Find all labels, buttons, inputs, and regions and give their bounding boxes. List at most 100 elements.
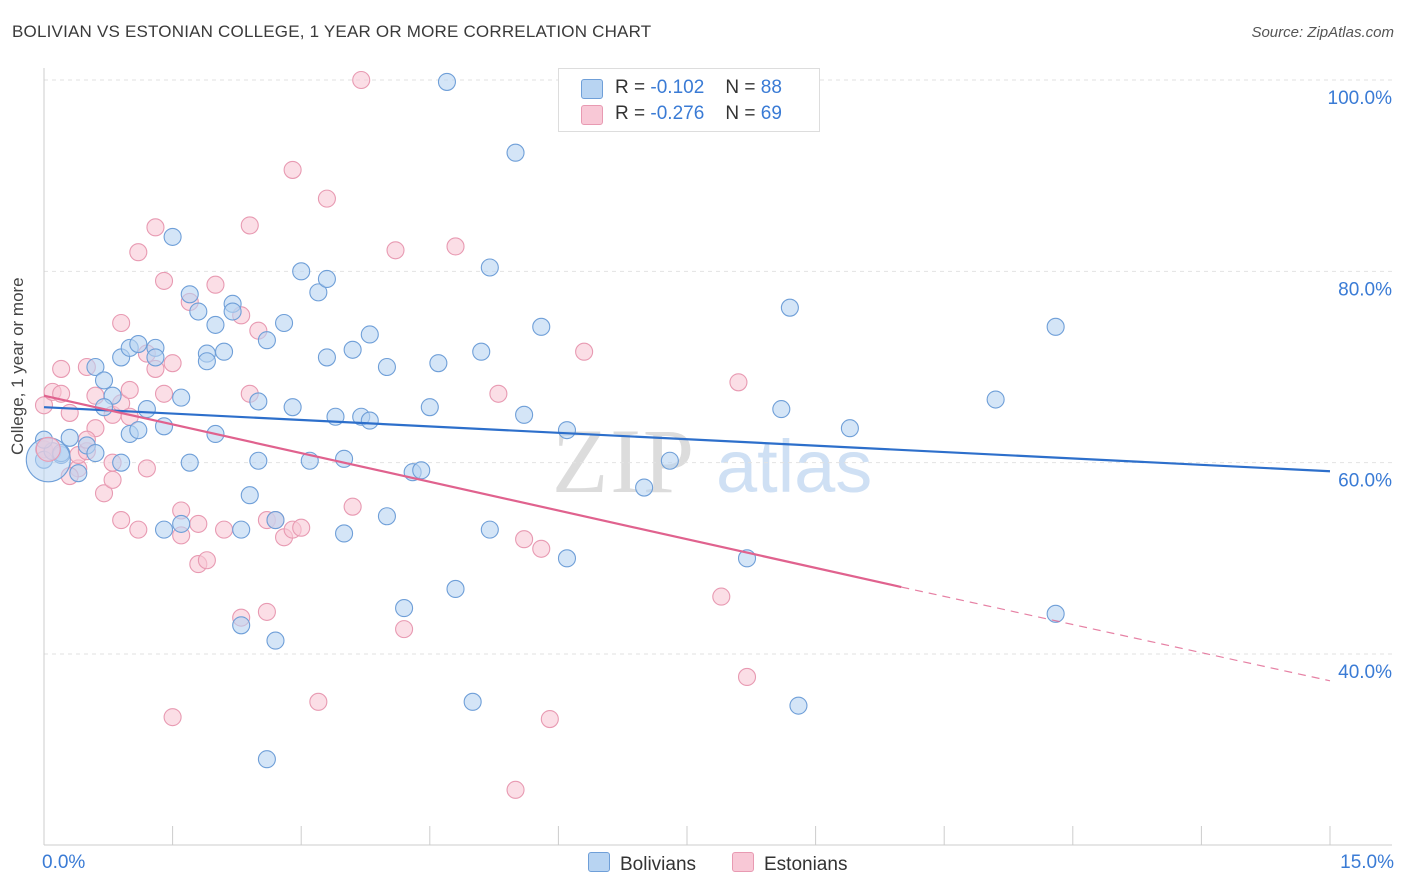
point-bolivians-71 [506,143,525,162]
point-estonians-47 [283,160,302,179]
point-estonians-17 [120,380,139,400]
point-bolivians-44 [275,313,294,333]
point-bolivians-17 [137,400,156,419]
r-label: R = [615,103,646,124]
point-bolivians-60 [395,599,414,618]
legend-swatch-bolivians [588,852,610,872]
trend-line-estonians-extension [901,586,1331,682]
point-bolivians-57 [360,411,379,430]
point-bolivians-16 [129,334,148,354]
point-bolivians-68 [472,342,491,361]
point-bolivians-82 [840,419,859,438]
legend-label-bolivians: Bolivians [620,854,697,875]
point-bolivians-11 [112,453,131,472]
point-bolivians-79 [772,400,791,419]
point-bolivians-46 [292,262,311,281]
point-estonians-62 [712,587,731,606]
point-estonians-16 [112,313,131,333]
point-bolivians-81 [789,696,808,715]
point-bolivians-58 [377,357,396,377]
point-estonians-43 [257,602,276,621]
point-estonians-28 [163,708,182,727]
point-bolivians-37 [240,486,259,505]
n-label: N = [725,103,756,124]
point-bolivians-24 [172,514,191,533]
point-bolivians-39 [249,392,268,411]
n-value-estonians: 69 [760,103,782,124]
point-estonians-21 [137,459,156,478]
point-estonians-56 [489,384,508,403]
point-bolivians-41 [257,750,276,769]
point-estonians-50 [317,189,336,208]
point-bolivians-45 [283,398,302,417]
point-bolivians-36 [232,616,251,635]
point-bolivians-74 [557,421,577,440]
point-estonians-27 [163,354,182,373]
point-bolivians-22 [163,227,182,246]
point-estonians-4 [60,403,79,422]
point-bolivians-35 [232,520,251,539]
point-estonians-15 [112,511,131,530]
point-bolivians-27 [189,302,208,321]
point-bolivians-59 [377,507,396,526]
r-value-bolivians: -0.102 [650,77,705,98]
y-tick-label-40: 40.0% [1338,662,1392,683]
r-value-estonians: -0.276 [650,103,705,124]
point-bolivians-66 [446,579,465,598]
point-bolivians-49 [317,348,336,367]
point-bolivians-8 [94,371,114,390]
point-estonians-36 [214,520,234,539]
point-bolivians-7 [86,357,105,377]
bolivians-swatch [581,79,603,99]
point-estonians-57 [506,780,525,799]
point-estonians-49 [309,692,328,711]
point-bolivians-54 [343,340,362,359]
point-estonians-60 [540,710,559,729]
point-bolivians-34 [223,302,242,321]
point-bolivians-83 [986,390,1005,409]
legend-label-estonians: Estonians [764,854,848,875]
point-bolivians-38 [249,451,268,470]
point-estonians-26 [154,384,174,403]
point-bolivians-40 [257,331,276,350]
point-estonians-52 [352,70,371,90]
point-estonians-54 [395,620,414,639]
point-bolivians-20 [154,520,174,539]
n-label: N = [725,77,756,98]
point-bolivians-6 [86,444,105,463]
point-estonians-58 [515,530,534,549]
x-tick-label-max: 15.0% [1340,852,1394,873]
point-bolivians-65 [437,72,456,91]
point-bolivians-52 [335,524,354,543]
watermark-atlas: atlas [716,425,872,508]
point-bolivians-69 [480,258,499,277]
trend-line-bolivians [43,406,1331,473]
point-bolivians-31 [206,315,225,334]
point-bolivians-4 [69,464,88,483]
point-bolivians-42 [266,511,285,530]
point-bolivians-67 [463,692,482,711]
point-bolivians-32 [214,342,234,361]
point-estonians-64 [737,667,757,687]
y-tick-label-80: 80.0% [1338,279,1392,300]
point-bolivians-77 [660,451,679,470]
point-estonians-cluster [35,436,61,462]
point-bolivians-70 [480,520,499,539]
point-estonians-35 [206,275,225,294]
y-axis-label: College, 1 year or more [8,277,27,455]
point-bolivians-23 [172,388,191,407]
estonians-swatch [581,105,603,125]
point-bolivians-50 [317,269,336,289]
y-tick-label-60: 60.0% [1338,471,1392,492]
point-estonians-53 [386,241,405,260]
r-label: R = [615,77,646,98]
chart-title: BOLIVIAN VS ESTONIAN COLLEGE, 1 YEAR OR … [12,22,652,41]
point-estonians-51 [343,497,362,516]
n-value-bolivians: 88 [760,77,782,98]
point-estonians-39 [240,216,259,235]
point-bolivians-63 [420,398,439,417]
legend-item-bolivians: Bolivians [588,852,696,876]
point-bolivians-80 [780,298,799,317]
point-bolivians-48 [309,283,328,302]
